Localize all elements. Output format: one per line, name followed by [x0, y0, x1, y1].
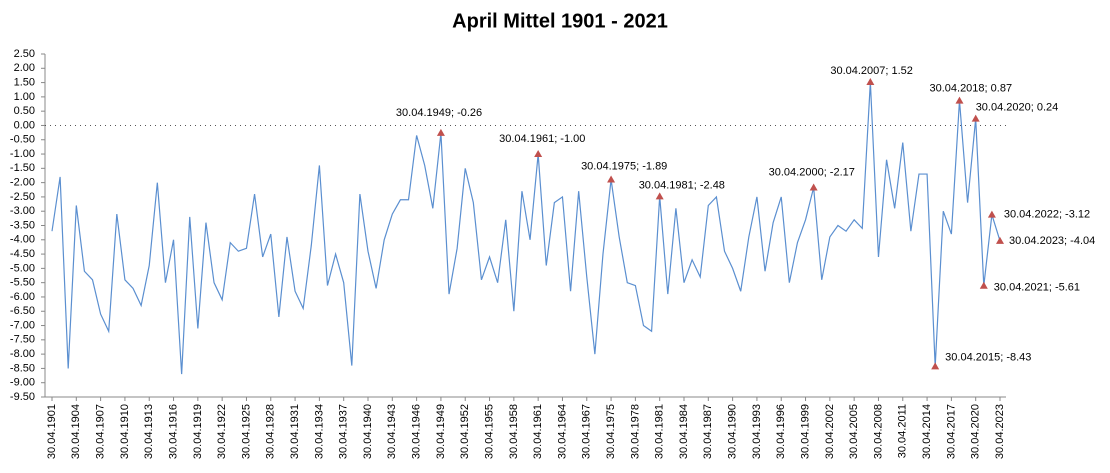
- annotation-label: 30.04.2015; -8.43: [945, 351, 1031, 363]
- annotation-label: 30.04.2021; -5.61: [994, 282, 1080, 294]
- y-tick-label: -4.00: [10, 234, 35, 246]
- y-tick-label: 0.50: [14, 105, 35, 117]
- x-tick-label: 30.04.1975: [605, 404, 617, 459]
- annotation-marker: [931, 362, 940, 370]
- x-tick-label: 30.04.2020: [970, 404, 982, 459]
- x-tick-label: 30.04.1967: [581, 404, 593, 459]
- y-tick-label: -5.50: [10, 277, 35, 289]
- annotation-marker: [534, 150, 543, 158]
- y-tick-label: -1.50: [10, 162, 35, 174]
- annotation-marker: [987, 210, 996, 218]
- annotation-marker: [866, 78, 875, 86]
- x-tick-label: 30.04.1987: [702, 404, 714, 459]
- x-tick-label: 30.04.1934: [313, 404, 325, 459]
- y-tick-label: -7.50: [10, 334, 35, 346]
- y-tick-label: -1.00: [10, 148, 35, 160]
- y-tick-label: -6.50: [10, 305, 35, 317]
- x-tick-label: 30.04.1931: [289, 404, 301, 459]
- x-tick-label: 30.04.1937: [338, 404, 350, 459]
- y-tick-label: -4.50: [10, 248, 35, 260]
- x-tick-label: 30.04.1910: [119, 404, 131, 459]
- y-tick-label: -8.50: [10, 362, 35, 374]
- x-tick-label: 30.04.1952: [459, 404, 471, 459]
- x-tick-label: 30.04.1901: [46, 404, 58, 459]
- annotation-marker: [809, 183, 818, 191]
- annotation-label: 30.04.2022; -3.12: [1004, 209, 1090, 221]
- annotation-label: 30.04.1981; -2.48: [639, 179, 725, 191]
- x-tick-label: 30.04.2008: [872, 404, 884, 459]
- y-tick-label: -0.50: [10, 134, 35, 146]
- annotation-marker: [436, 128, 445, 136]
- y-tick-label: 1.00: [14, 91, 35, 103]
- x-tick-label: 30.04.1964: [556, 404, 568, 459]
- y-tick-label: -2.00: [10, 177, 35, 189]
- x-tick-label: 30.04.1984: [678, 404, 690, 459]
- y-tick-label: 0.00: [14, 119, 35, 131]
- data-line: [51, 81, 1001, 375]
- y-tick-label: -6.00: [10, 291, 35, 303]
- x-tick-label: 30.04.2023: [994, 404, 1006, 459]
- x-tick-label: 30.04.1999: [799, 404, 811, 459]
- annotation-label: 30.04.2020; 0.24: [976, 102, 1059, 114]
- x-tick-label: 30.04.1958: [508, 404, 520, 459]
- y-tick-label: 2.00: [14, 62, 35, 74]
- annotation-marker: [979, 281, 988, 289]
- annotation-label: 30.04.1961; -1.00: [499, 133, 585, 145]
- annotation-label: 30.04.1949; -0.26: [396, 107, 482, 119]
- x-tick-label: 30.04.1990: [727, 404, 739, 459]
- x-tick-label: 30.04.1943: [386, 404, 398, 459]
- x-tick-label: 30.04.1922: [216, 404, 228, 459]
- x-tick-label: 30.04.1907: [95, 404, 107, 459]
- annotation-label: 30.04.2023; -4.04: [1009, 235, 1095, 247]
- y-tick-label: -5.00: [10, 262, 35, 274]
- annotation-label: 30.04.1975; -1.89: [581, 160, 667, 172]
- x-tick-label: 30.04.1996: [775, 404, 787, 459]
- annotation-label: 30.04.2018; 0.87: [929, 82, 1012, 94]
- annotation-label: 30.04.2007; 1.52: [830, 65, 913, 77]
- x-tick-label: 30.04.1904: [70, 404, 82, 459]
- chart-title: April Mittel 1901 - 2021: [452, 10, 668, 32]
- x-tick-label: 30.04.2005: [848, 404, 860, 459]
- y-tick-label: -3.50: [10, 219, 35, 231]
- x-tick-label: 30.04.2017: [945, 404, 957, 459]
- x-tick-label: 30.04.1981: [654, 404, 666, 459]
- y-tick-label: -2.50: [10, 191, 35, 203]
- x-tick-label: 30.04.1913: [143, 404, 155, 459]
- annotation-marker: [607, 175, 616, 183]
- x-tick-label: 30.04.1940: [362, 404, 374, 459]
- y-tick-label: -3.00: [10, 205, 35, 217]
- x-tick-label: 30.04.1919: [192, 404, 204, 459]
- x-tick-label: 30.04.1955: [483, 404, 495, 459]
- x-tick-label: 30.04.2014: [921, 404, 933, 459]
- x-tick-label: 30.04.1949: [435, 404, 447, 459]
- annotation-marker: [655, 192, 664, 200]
- x-tick-label: 30.04.1993: [751, 404, 763, 459]
- y-tick-label: 1.50: [14, 76, 35, 88]
- x-tick-label: 30.04.1925: [240, 404, 252, 459]
- x-tick-label: 30.04.1928: [265, 404, 277, 459]
- y-tick-label: -7.00: [10, 319, 35, 331]
- y-tick-label: 2.50: [14, 48, 35, 60]
- annotation-marker: [955, 96, 964, 104]
- annotation-label: 30.04.2000; -2.17: [769, 166, 855, 178]
- annotation-marker: [971, 114, 980, 122]
- x-tick-label: 30.04.2011: [897, 404, 909, 458]
- x-tick-label: 30.04.1978: [629, 404, 641, 459]
- x-tick-label: 30.04.1961: [532, 404, 544, 459]
- y-tick-label: -9.00: [10, 377, 35, 389]
- x-tick-label: 30.04.1916: [167, 404, 179, 459]
- annotation-marker: [996, 236, 1004, 244]
- x-tick-label: 30.04.1946: [411, 404, 423, 459]
- x-tick-label: 30.04.2002: [824, 404, 836, 459]
- y-tick-label: -8.00: [10, 348, 35, 360]
- y-tick-label: -9.50: [10, 391, 35, 403]
